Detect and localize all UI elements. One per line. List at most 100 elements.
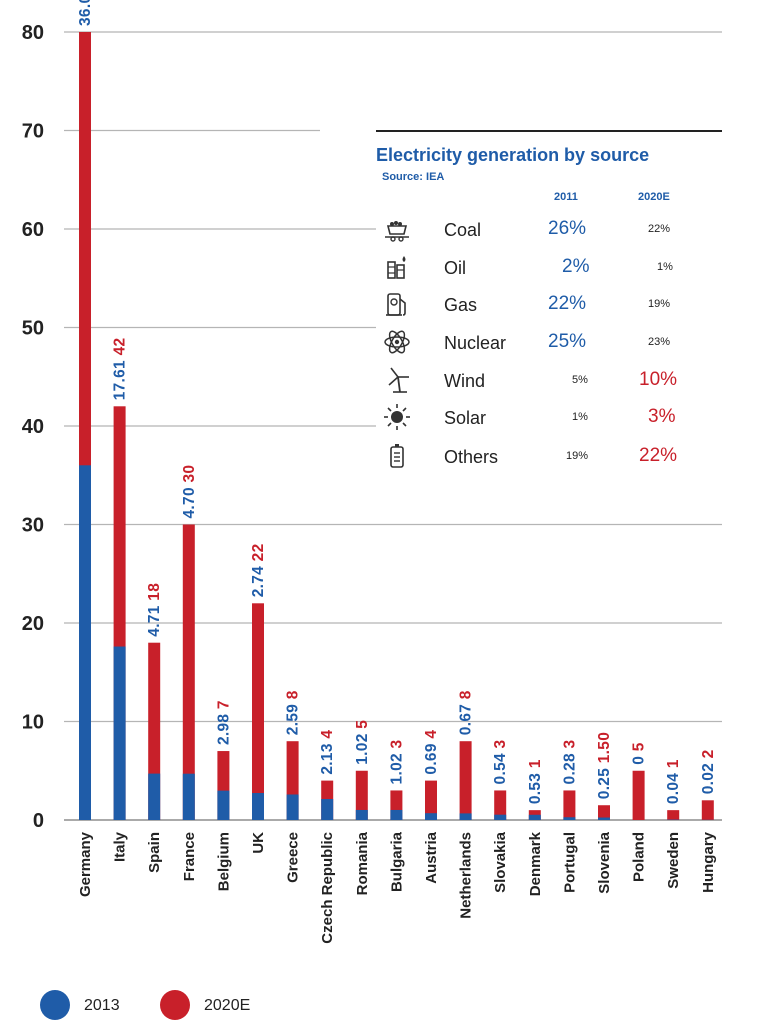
value-2011: 19% bbox=[566, 450, 589, 462]
bar-value-label: 0.04 1 bbox=[665, 759, 682, 804]
value-label-2020e: 3 bbox=[561, 739, 578, 748]
bar-value-label: 0.69 4 bbox=[423, 730, 440, 775]
bar-2020e bbox=[355, 770, 368, 820]
x-tick-label: France bbox=[181, 832, 198, 881]
value-2011: 22% bbox=[548, 293, 587, 314]
bar-value-label: 0.67 8 bbox=[458, 690, 475, 735]
oil-barrels-icon bbox=[387, 256, 406, 279]
value-label-2020e: 1 bbox=[527, 759, 544, 768]
bar-2020e bbox=[563, 790, 576, 820]
y-tick-label: 50 bbox=[22, 318, 44, 340]
value-label-2020e: 3 bbox=[492, 739, 509, 748]
value-2020e: 1% bbox=[657, 261, 673, 273]
x-tick-label: Slovenia bbox=[596, 831, 613, 893]
y-tick-label: 30 bbox=[22, 515, 44, 537]
value-label-2020e: 4 bbox=[319, 730, 336, 739]
value-label-2020e: 18 bbox=[146, 583, 163, 601]
x-tick-label: Germany bbox=[77, 831, 94, 897]
gas-pump-icon bbox=[386, 293, 406, 316]
bar-2013 bbox=[113, 646, 126, 820]
bar-value-label: 0 5 bbox=[631, 742, 648, 765]
value-2011: 25% bbox=[548, 331, 587, 352]
x-tick-label: Slovakia bbox=[492, 831, 509, 893]
value-2011: 2% bbox=[562, 256, 590, 277]
bar-value-label: 0.28 3 bbox=[561, 739, 578, 784]
y-tick-label: 40 bbox=[22, 416, 44, 438]
x-tick-label: Poland bbox=[631, 832, 648, 882]
bar-2013 bbox=[79, 465, 91, 820]
legend-label-2013: 2013 bbox=[84, 997, 120, 1014]
bar-2013 bbox=[425, 813, 437, 820]
bar-2020e bbox=[252, 603, 264, 820]
value-label-2013: 2.13 bbox=[319, 739, 336, 775]
bar-2020e bbox=[632, 770, 645, 820]
value-label-2013: 0.04 bbox=[665, 768, 682, 804]
y-tick-label: 0 bbox=[33, 810, 44, 832]
source-name: Oil bbox=[444, 258, 466, 278]
value-label-2013: 0.25 bbox=[596, 763, 613, 799]
value-2020e: 10% bbox=[639, 369, 678, 390]
source-row-coal: Coal 26% 22% bbox=[376, 212, 722, 248]
source-name: Wind bbox=[444, 371, 486, 391]
x-tick-label: Greece bbox=[285, 832, 302, 883]
value-label-2013: 17.61 bbox=[112, 355, 129, 400]
column-header-2011: 2011 bbox=[554, 191, 578, 203]
y-tick-label: 80 bbox=[22, 22, 44, 44]
wind-turbine-icon bbox=[388, 367, 409, 393]
bar-value-label: 1.02 3 bbox=[388, 739, 405, 784]
y-tick-label: 70 bbox=[22, 121, 44, 143]
value-label-2020e: 2 bbox=[700, 749, 717, 758]
value-label-2013: 0.28 bbox=[561, 748, 578, 784]
source-name: Coal bbox=[444, 220, 482, 240]
bar-value-label: 2.59 8 bbox=[285, 690, 302, 735]
value-2020e: 22% bbox=[648, 223, 671, 235]
x-tick-label: Hungary bbox=[700, 831, 717, 893]
bar-2013 bbox=[148, 773, 161, 820]
x-tick-label: Austria bbox=[423, 831, 440, 883]
x-tick-label: Sweden bbox=[665, 832, 682, 889]
value-label-2013: 1.02 bbox=[388, 748, 405, 784]
bar-value-label: 0.25 1.50 bbox=[596, 732, 613, 799]
source-row-nuclear: Nuclear 25% 23% bbox=[376, 325, 722, 361]
value-label-2020e: 1.50 bbox=[596, 732, 613, 763]
inset-source: Source: IEA bbox=[382, 171, 445, 183]
value-label-2013: 1.02 bbox=[354, 729, 371, 765]
bar-value-label: 36.01 80 bbox=[77, 0, 94, 26]
bar-value-label: 2.74 22 bbox=[250, 543, 267, 597]
bar-2013 bbox=[459, 813, 472, 820]
source-row-others: Others 19% 22% bbox=[376, 439, 722, 475]
bar-2020e bbox=[182, 524, 195, 820]
value-label-2020e: 1 bbox=[665, 759, 682, 768]
value-label-2013: 0.67 bbox=[458, 699, 475, 735]
bar-value-label: 2.98 7 bbox=[215, 700, 232, 745]
bar-2013 bbox=[286, 794, 299, 820]
legend-swatch-2013 bbox=[40, 990, 70, 1020]
x-tick-label: Bulgaria bbox=[388, 831, 405, 892]
bar-2013 bbox=[528, 814, 541, 820]
bar-value-label: 1.02 5 bbox=[354, 720, 371, 765]
bar-2020e bbox=[667, 810, 680, 820]
bar-2020e bbox=[425, 780, 437, 820]
bar-value-label: 4.71 18 bbox=[146, 583, 163, 637]
x-tick-label: Netherlands bbox=[458, 832, 475, 919]
value-label-2013: 4.70 bbox=[181, 483, 198, 519]
source-name: Solar bbox=[444, 408, 487, 428]
sun-icon bbox=[384, 404, 410, 430]
value-label-2013: 2.59 bbox=[285, 699, 302, 735]
value-label-2013: 0.69 bbox=[423, 739, 440, 775]
value-label-2013: 0.53 bbox=[527, 768, 544, 804]
bar-2020e bbox=[701, 800, 714, 820]
value-label-2020e: 3 bbox=[388, 739, 405, 748]
bar-2020e bbox=[459, 741, 472, 820]
value-label-2013: 2.74 bbox=[250, 561, 267, 597]
battery-icon bbox=[390, 444, 404, 468]
bar-2013 bbox=[598, 817, 610, 820]
value-label-2020e: 30 bbox=[181, 465, 198, 483]
x-tick-label: Denmark bbox=[527, 831, 544, 896]
electricity-source-table: Electricity generation by source Source:… bbox=[376, 130, 722, 482]
bar-2020e bbox=[494, 790, 507, 820]
y-tick-label: 10 bbox=[22, 712, 44, 734]
bar-value-label: 2.13 4 bbox=[319, 730, 336, 775]
